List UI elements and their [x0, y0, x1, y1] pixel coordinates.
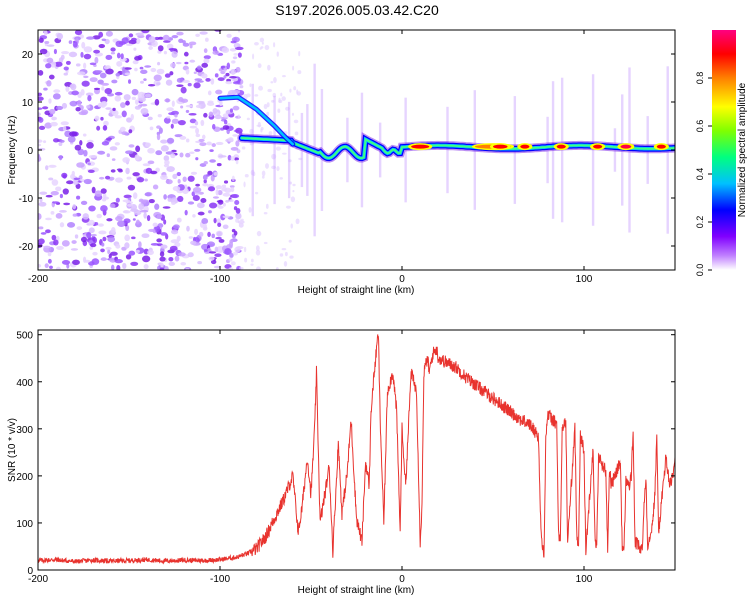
snr-xtick-label: 100 [576, 574, 593, 585]
spectrogram-ytick-label: 0 [27, 146, 33, 157]
spectrogram-xlabel: Height of straight line (km) [298, 285, 415, 296]
figure-title: S197.2026.005.03.42.C20 [275, 2, 439, 18]
spectrogram-ytick-label: 10 [22, 98, 34, 109]
spectrogram-ytick-label: 20 [22, 50, 34, 61]
snr-axes: -200 -100 0 100 0 100 200 300 400 500 [16, 330, 675, 585]
snr-ytick-label: 400 [16, 378, 33, 389]
spectrogram-xtick-label: 0 [399, 274, 405, 285]
colorbar-tick-label: 0.6 [695, 120, 705, 133]
spectrogram-xtick-label: -200 [28, 274, 48, 285]
colorbar: 0.0 0.2 0.4 0.6 0.8 Normalized spectral ampl… [695, 30, 748, 276]
snr-frame [37, 329, 676, 571]
colorbar-label: Normalized spectral amplitude [737, 82, 748, 217]
snr-xtick-label: -100 [210, 574, 230, 585]
spectrogram-xtick-label: 100 [576, 274, 593, 285]
snr-ytick-label: 0 [27, 566, 33, 577]
snr-xtick-label: 0 [399, 574, 405, 585]
spectrogram-ytick-label: -20 [19, 242, 34, 253]
snr-series-line [38, 334, 675, 565]
colorbar-tick-label: 0.4 [695, 168, 705, 181]
spectrogram-image [38, 30, 675, 270]
snr-xlabel: Height of straight line (km) [298, 585, 415, 596]
snr-panel: -200 -100 0 100 0 100 200 300 400 500 Height of s… [7, 329, 676, 596]
snr-xtick-label: -200 [28, 574, 48, 585]
snr-ytick-label: 100 [16, 519, 33, 530]
spectrogram-ylabel: Frequency (Hz) [7, 116, 18, 185]
colorbar-tick-label: 0.8 [695, 72, 705, 85]
snr-ylabel: SNR (10 * v/v) [7, 418, 18, 482]
colorbar-ticks: 0.0 0.2 0.4 0.6 0.8 [695, 72, 712, 277]
colorbar-tick-label: 0.2 [695, 216, 705, 229]
spectrogram-xtick-label: -100 [210, 274, 230, 285]
snr-ytick-label: 200 [16, 472, 33, 483]
colorbar-gradient [712, 30, 736, 270]
snr-ytick-label: 300 [16, 425, 33, 436]
spectrogram-ytick-label: -10 [19, 194, 34, 205]
colorbar-tick-label: 0.0 [695, 264, 705, 277]
snr-ytick-label: 500 [16, 331, 33, 342]
